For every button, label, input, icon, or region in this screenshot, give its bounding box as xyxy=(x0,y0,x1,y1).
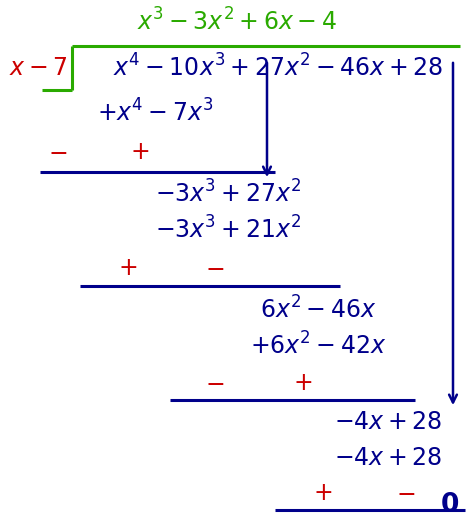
Text: $+ x^4 - 7x^3$: $+ x^4 - 7x^3$ xyxy=(97,100,213,127)
Text: $- 3x^3 + 21x^2$: $- 3x^3 + 21x^2$ xyxy=(155,216,301,243)
Text: $x^4 - 10x^3 + 27x^2 - 46x + 28$: $x^4 - 10x^3 + 27x^2 - 46x + 28$ xyxy=(113,54,443,81)
Text: $-$: $-$ xyxy=(396,481,416,505)
Text: $+$: $+$ xyxy=(313,481,333,505)
Text: $x - 7$: $x - 7$ xyxy=(9,56,67,80)
Text: $+$: $+$ xyxy=(118,256,137,280)
Text: $-$: $-$ xyxy=(205,256,225,280)
Text: $+$: $+$ xyxy=(130,140,150,164)
Text: $- 3x^3 + 27x^2$: $- 3x^3 + 27x^2$ xyxy=(155,181,301,208)
Text: $6x^2 - 46x$: $6x^2 - 46x$ xyxy=(260,296,376,324)
Text: $- 4x + 28$: $- 4x + 28$ xyxy=(334,410,442,434)
Text: $- 4x + 28$: $- 4x + 28$ xyxy=(334,446,442,470)
Text: $\mathbf{0}$: $\mathbf{0}$ xyxy=(440,491,460,516)
Text: $+ 6x^2 - 42x$: $+ 6x^2 - 42x$ xyxy=(250,332,386,360)
Text: $-$: $-$ xyxy=(205,371,225,395)
Text: $+$: $+$ xyxy=(293,371,313,395)
Text: $-$: $-$ xyxy=(48,140,68,164)
Text: $x^3 - 3x^2 + 6x - 4$: $x^3 - 3x^2 + 6x - 4$ xyxy=(137,8,337,36)
